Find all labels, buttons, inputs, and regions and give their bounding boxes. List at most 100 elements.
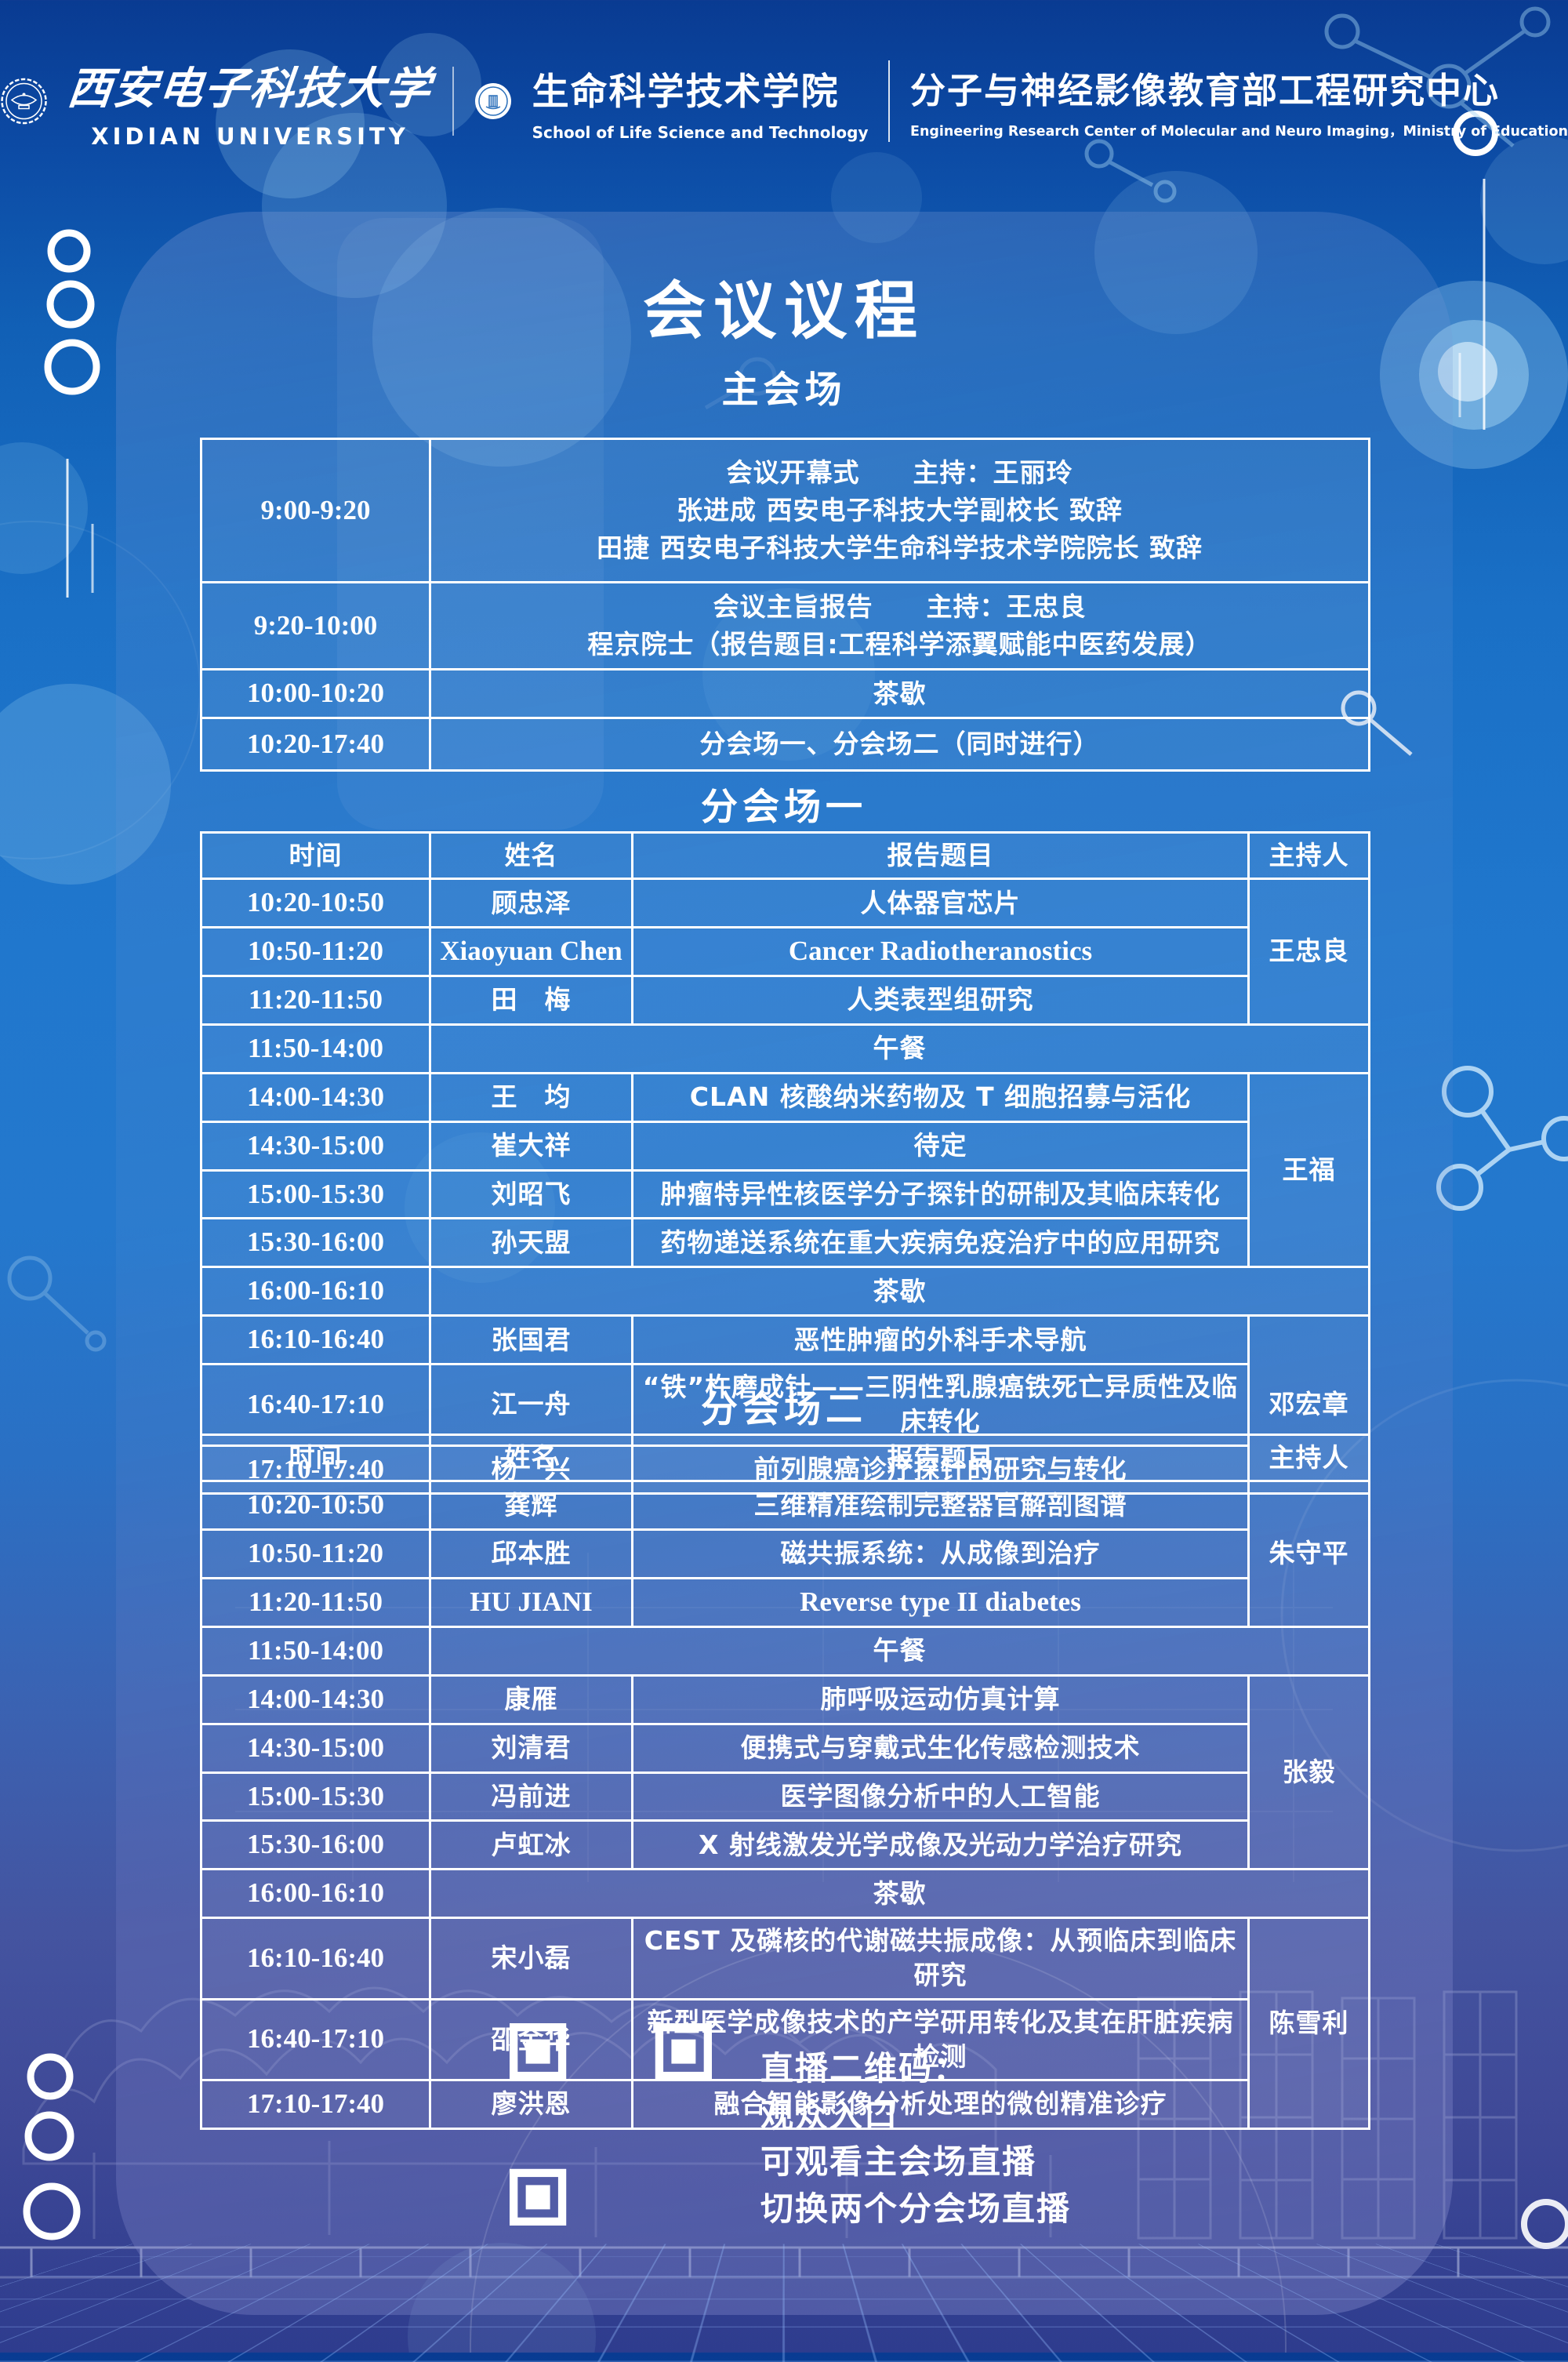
time-cell: 16:10-16:40 bbox=[200, 1314, 431, 1366]
school-name-en: School of Life Science and Technology bbox=[532, 122, 869, 142]
table-row: 14:30-15:00 崔大祥 待定 bbox=[200, 1120, 1370, 1172]
time-cell: 10:20-17:40 bbox=[200, 717, 431, 772]
talk-title-cell: 待定 bbox=[631, 1120, 1250, 1172]
livestream-text: 直播二维码： 观众入口 可观看主会场直播 切换两个分会场直播 bbox=[760, 2045, 1071, 2233]
speaker-cell: 刘清君 bbox=[429, 1722, 633, 1774]
col-header-name: 姓名 bbox=[429, 1433, 633, 1483]
header: 西安电子科技大学 XIDIAN UNIVERSITY 生命科学技术学院 Scho… bbox=[0, 35, 1568, 168]
speaker-cell: 冯前进 bbox=[429, 1771, 633, 1822]
table-row: 10:20-17:40 分会场一、分会场二（同时进行） bbox=[200, 717, 1370, 772]
talk-title-cell: 人体器官芯片 bbox=[631, 878, 1250, 929]
table-row: 14:00-14:30 王 均 CLAN 核酸纳米药物及 T 细胞招募与活化 王… bbox=[200, 1071, 1370, 1269]
speaker-cell: 卢虹冰 bbox=[429, 1819, 633, 1871]
moderator-cell: 朱守平 bbox=[1247, 1480, 1370, 1628]
time-cell: 16:40-17:10 bbox=[200, 1997, 431, 2082]
table-header-row: 时间 姓名 报告题目 主持人 bbox=[200, 830, 1370, 881]
table-row: 15:30-16:00 孙天盟 药物递送系统在重大疾病免疫治疗中的应用研究 bbox=[200, 1217, 1370, 1269]
header-divider bbox=[452, 67, 454, 136]
break-cell: 茶歇 bbox=[429, 1868, 1370, 1920]
col-header-moderator: 主持人 bbox=[1247, 830, 1370, 881]
speaker-cell: 王 均 bbox=[429, 1071, 633, 1123]
col-header-title: 报告题目 bbox=[631, 1433, 1250, 1483]
table-row: 10:20-10:50 顾忠泽 人体器官芯片 王忠良 bbox=[200, 878, 1370, 1026]
talk-title-cell: 磁共振系统：从成像到治疗 bbox=[631, 1528, 1250, 1579]
talk-title-cell: 融合智能影像分析处理的微创精准诊疗 bbox=[631, 2079, 1250, 2130]
table-row: 10:00-10:20 茶歇 bbox=[200, 668, 1370, 720]
table-row: 15:00-15:30 刘昭飞 肿瘤特异性核医学分子探针的研制及其临床转化 bbox=[200, 1168, 1370, 1220]
university-name-en: XIDIAN UNIVERSITY bbox=[91, 122, 409, 150]
moderator-cell: 王忠良 bbox=[1247, 878, 1370, 1026]
table-row: 16:10-16:40 宋小磊 CEST 及磷核的代谢磁共振成像：从预临床到临床… bbox=[200, 1917, 1370, 2130]
talk-title-cell: 便携式与穿戴式生化传感检测技术 bbox=[631, 1722, 1250, 1774]
time-cell: 11:50-14:00 bbox=[200, 1625, 431, 1677]
school-name-zh: 生命科学技术学院 bbox=[532, 70, 840, 114]
col-header-time: 时间 bbox=[200, 830, 431, 881]
moderator-cell: 王福 bbox=[1247, 1071, 1370, 1269]
floor-grid bbox=[0, 2244, 1568, 2362]
time-cell: 10:00-10:20 bbox=[200, 668, 431, 720]
time-cell: 17:10-17:40 bbox=[200, 2079, 431, 2130]
speaker-cell: 邱本胜 bbox=[429, 1528, 633, 1579]
speaker-cell: HU JIANI bbox=[429, 1577, 633, 1628]
page-title: 会议议程 bbox=[643, 274, 925, 347]
center-name-block: 分子与神经影像教育部工程研究中心 Engineering Research Ce… bbox=[910, 62, 1568, 140]
event-cell: 分会场一、分会场二（同时进行） bbox=[429, 717, 1370, 772]
school-emblem-logo bbox=[474, 82, 511, 120]
event-cell: 会议主旨报告 主持：王忠良 程京院士（报告题目:工程科学添翼赋能中医药发展） bbox=[429, 580, 1370, 671]
table-row: 11:50-14:00 午餐 bbox=[200, 1023, 1370, 1074]
header-divider bbox=[888, 60, 890, 142]
talk-title-cell: 人类表型组研究 bbox=[631, 975, 1250, 1026]
table-row: 16:00-16:10 茶歇 bbox=[200, 1266, 1370, 1317]
event-line: 张进成 西安电子科技大学副校长 致辞 bbox=[677, 494, 1123, 525]
event-line: 会议主旨报告 主持：王忠良 bbox=[713, 591, 1087, 622]
talk-title-cell: 医学图像分析中的人工智能 bbox=[631, 1771, 1250, 1822]
main-venue-table: 9:00-9:20 会议开幕式 主持：王丽玲 张进成 西安电子科技大学副校长 致… bbox=[200, 438, 1370, 772]
livestream-block: 直播二维码： 观众入口 可观看主会场直播 切换两个分会场直播 bbox=[510, 2023, 1071, 2233]
talk-title-cell: CLAN 核酸纳米药物及 T 细胞招募与活化 bbox=[631, 1071, 1250, 1123]
break-cell: 午餐 bbox=[429, 1023, 1370, 1074]
center-name-zh: 分子与神经影像教育部工程研究中心 bbox=[909, 70, 1500, 111]
table-row: 14:30-15:00 刘清君 便携式与穿戴式生化传感检测技术 bbox=[200, 1722, 1370, 1774]
table-row: 10:50-11:20 Xiaoyuan Chen Cancer Radioth… bbox=[200, 926, 1370, 977]
qr-caption-line: 可观看主会场直播 bbox=[760, 2142, 1037, 2182]
speaker-cell: 张国君 bbox=[429, 1314, 633, 1366]
time-cell: 14:00-14:30 bbox=[200, 1071, 431, 1123]
event-line: 程京院士（报告题目:工程科学添翼赋能中医药发展） bbox=[587, 629, 1212, 660]
table-row: 16:10-16:40 张国君 恶性肿瘤的外科手术导航 邓宏章 bbox=[200, 1314, 1370, 1495]
ring-icon bbox=[27, 2053, 74, 2100]
table-row: 16:00-16:10 茶歇 bbox=[200, 1868, 1370, 1920]
moderator-cell: 陈雪利 bbox=[1247, 1917, 1370, 2130]
time-cell: 15:00-15:30 bbox=[200, 1168, 431, 1220]
time-cell: 15:30-16:00 bbox=[200, 1819, 431, 1871]
talk-title-cell: 三维精准绘制完整器官解剖图谱 bbox=[631, 1480, 1250, 1532]
talk-title-cell: X 射线激发光学成像及光动力学治疗研究 bbox=[631, 1819, 1250, 1871]
col-header-name: 姓名 bbox=[429, 830, 633, 881]
table-row: 17:10-17:40 廖洪恩 融合智能影像分析处理的微创精准诊疗 bbox=[200, 2079, 1370, 2130]
university-name-block: 西安电子科技大学 XIDIAN UNIVERSITY bbox=[65, 53, 434, 150]
time-cell: 16:00-16:10 bbox=[200, 1266, 431, 1317]
time-cell: 11:20-11:50 bbox=[200, 975, 431, 1026]
time-cell: 14:00-14:30 bbox=[200, 1673, 431, 1725]
time-cell: 15:30-16:00 bbox=[200, 1217, 431, 1269]
talk-title-cell: 恶性肿瘤的外科手术导航 bbox=[631, 1314, 1250, 1366]
talk-title-cell: 药物递送系统在重大疾病免疫治疗中的应用研究 bbox=[631, 1217, 1250, 1269]
speaker-cell: 顾忠泽 bbox=[429, 878, 633, 929]
time-cell: 14:30-15:00 bbox=[200, 1120, 431, 1172]
speaker-cell: 崔大祥 bbox=[429, 1120, 633, 1172]
talk-title-cell: “铁”杵磨成针——三阴性乳腺癌铁死亡异质性及临床转化 bbox=[631, 1363, 1250, 1447]
speaker-cell: 廖洪恩 bbox=[429, 2079, 633, 2130]
time-cell: 14:30-15:00 bbox=[200, 1722, 431, 1774]
time-cell: 9:00-9:20 bbox=[200, 438, 431, 583]
time-cell: 11:50-14:00 bbox=[200, 1023, 431, 1074]
time-cell: 10:20-10:50 bbox=[200, 1480, 431, 1532]
break-cell: 茶歇 bbox=[429, 1266, 1370, 1317]
qr-caption-line: 切换两个分会场直播 bbox=[760, 2189, 1072, 2228]
talk-title-cell: 肺呼吸运动仿真计算 bbox=[631, 1673, 1250, 1725]
table-row: 11:20-11:50 HU JIANI Reverse type II dia… bbox=[200, 1577, 1370, 1628]
time-cell: 15:00-15:30 bbox=[200, 1771, 431, 1822]
speaker-cell: 田 梅 bbox=[429, 975, 633, 1026]
university-name-zh: 西安电子科技大学 bbox=[65, 63, 434, 114]
table-header-row: 时间 姓名 报告题目 主持人 bbox=[200, 1433, 1370, 1483]
table-row: 16:40-17:10 江一舟 “铁”杵磨成针——三阴性乳腺癌铁死亡异质性及临床… bbox=[200, 1363, 1370, 1447]
session2-table: 时间 姓名 报告题目 主持人 10:20-10:50 龚辉 三维精准绘制完整器官… bbox=[200, 1433, 1370, 2130]
